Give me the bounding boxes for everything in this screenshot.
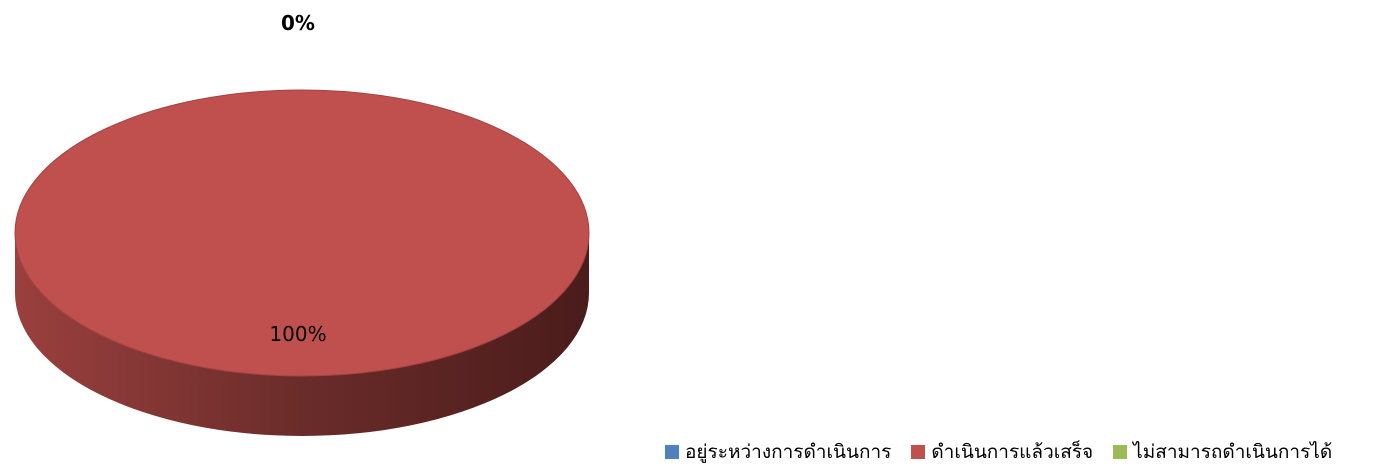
pie-side [15,233,589,436]
data-label-completed: 100% [269,322,326,346]
data-label-in-progress: 0% [281,11,315,35]
legend-swatch-unable [1113,445,1128,459]
pie-slice-completed [14,89,590,377]
legend: อยู่ระหว่างการดำเนินการ ดำเนินการแล้วเสร… [665,437,1332,467]
legend-swatch-completed [911,445,926,459]
legend-item-in-progress: อยู่ระหว่างการดำเนินการ [665,437,891,467]
legend-label-completed: ดำเนินการแล้วเสร็จ [931,441,1094,463]
legend-item-unable: ไม่สามารถดำเนินการได้ [1113,437,1332,467]
legend-item-completed: ดำเนินการแล้วเสร็จ [911,437,1093,467]
legend-swatch-in-progress [665,445,679,459]
legend-label-unable: ไม่สามารถดำเนินการได้ [1133,441,1333,463]
legend-label-in-progress: อยู่ระหว่างการดำเนินการ [685,441,892,463]
